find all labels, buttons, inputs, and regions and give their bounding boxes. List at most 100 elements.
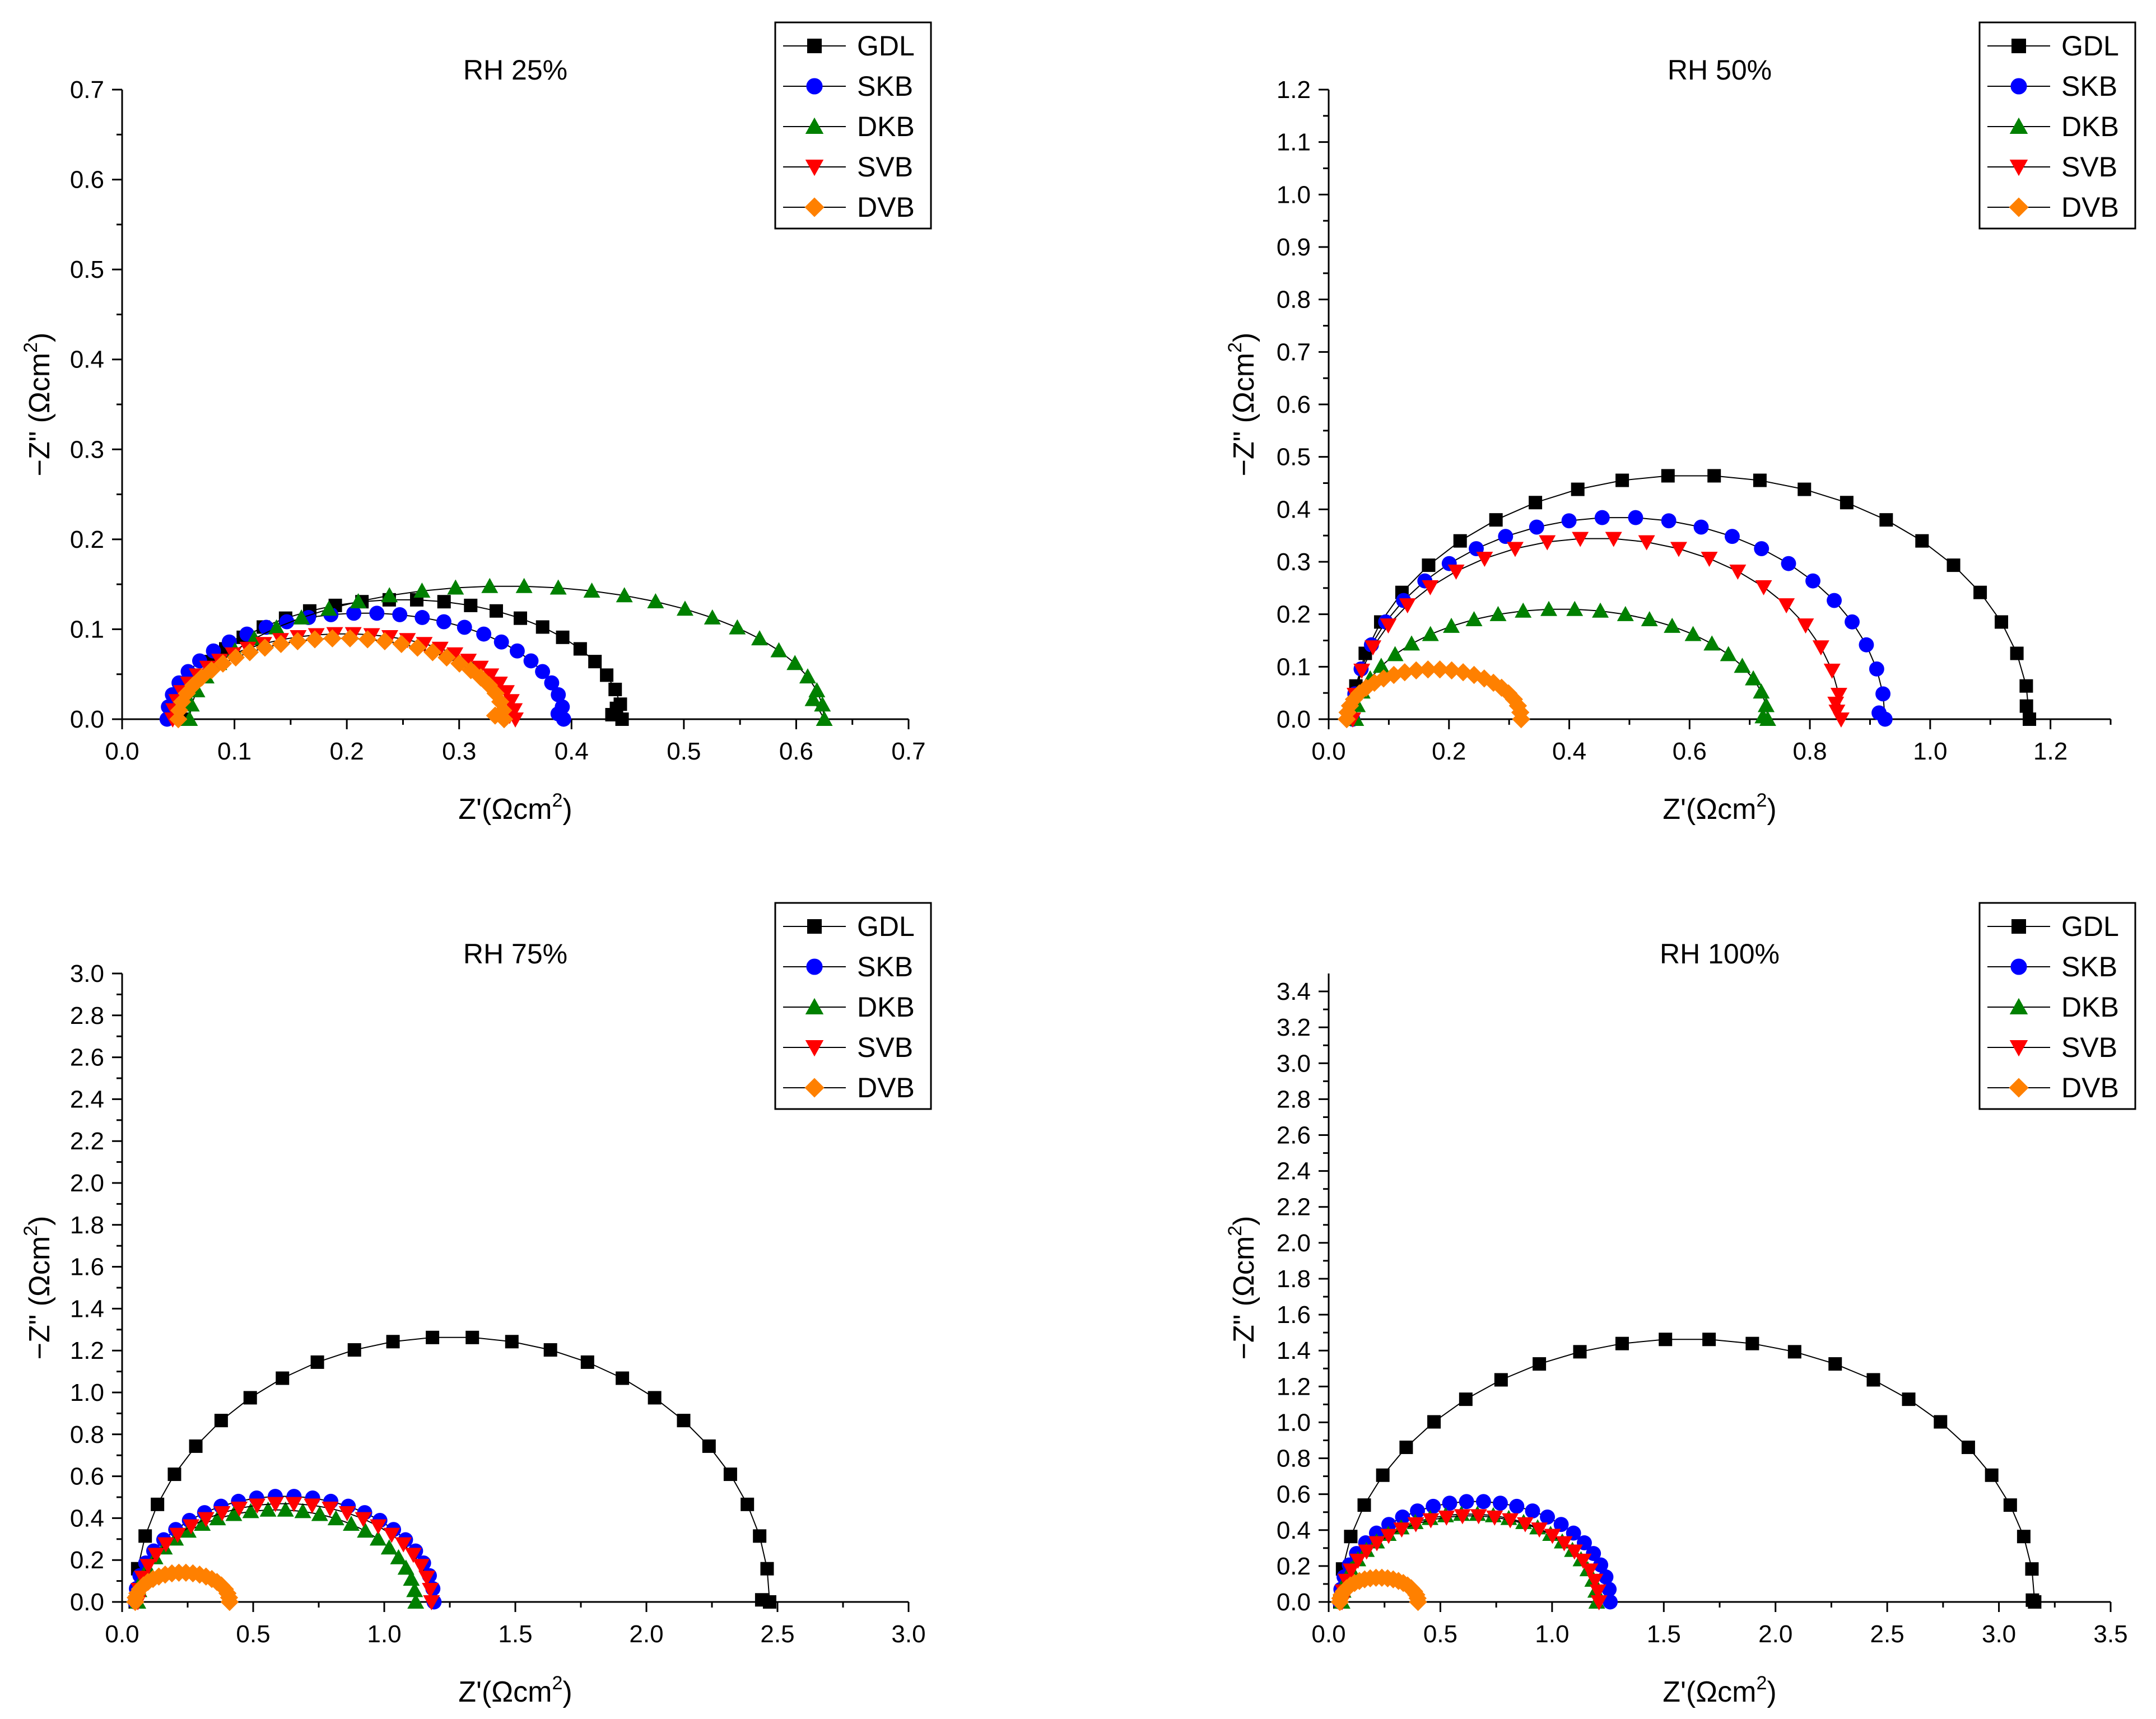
data-point	[1493, 1496, 1508, 1511]
legend-marker	[2010, 78, 2027, 95]
x-tick-label: 2.5	[760, 1620, 794, 1648]
y-tick-label: 1.0	[70, 1379, 104, 1406]
y-tick-label: 1.0	[1277, 1409, 1311, 1436]
data-point	[1590, 1595, 1608, 1610]
data-point	[183, 1519, 200, 1535]
data-point	[1380, 1529, 1398, 1544]
y-tick-label: 0.7	[70, 76, 104, 104]
data-point	[1502, 1513, 1519, 1529]
data-point	[1840, 496, 1854, 510]
data-point	[1701, 552, 1718, 567]
legend-item-svb: SVB	[1987, 151, 2117, 183]
x-tick-label: 0.0	[1311, 738, 1345, 765]
data-point	[395, 1537, 412, 1553]
data-point	[1703, 635, 1721, 651]
legend-item-dvb: DVB	[1987, 192, 2119, 223]
legend-label: DKB	[857, 111, 915, 142]
data-point	[1934, 1415, 1948, 1429]
data-point	[1572, 532, 1589, 547]
x-tick-label: 0.2	[1432, 738, 1466, 765]
chart-title: RH 50%	[1668, 54, 1772, 86]
data-point	[180, 1522, 197, 1538]
y-tick-label: 0.0	[70, 706, 104, 733]
y-tick-label: 2.8	[1277, 1086, 1311, 1113]
legend: GDL SKB DKB SVB DVB	[1978, 902, 2136, 1110]
legend-label: DKB	[2061, 111, 2119, 142]
data-point	[486, 684, 505, 703]
x-tick-label: 0.0	[105, 738, 139, 765]
x-axis-label-main: Z'(Ωcm	[1663, 1676, 1756, 1708]
legend-marker	[2009, 160, 2028, 176]
y-tick-label: 2.0	[70, 1170, 104, 1197]
y-tick-label: 3.4	[1277, 978, 1311, 1005]
data-point	[1830, 687, 1847, 703]
data-point	[184, 676, 203, 695]
y-tick-label: 0.8	[1277, 286, 1311, 314]
data-point	[1516, 1517, 1534, 1532]
data-point	[1638, 535, 1655, 551]
series-dkb	[1347, 600, 1776, 726]
legend-item-dkb: DKB	[783, 111, 915, 142]
data-point	[173, 692, 192, 711]
data-point	[1395, 663, 1414, 682]
data-point	[1419, 660, 1437, 679]
x-axis-label-close: )	[562, 1676, 572, 1708]
legend-marker	[807, 919, 822, 934]
y-tick-label: 0.4	[70, 346, 104, 374]
data-point	[677, 1414, 691, 1428]
legend-item-svb: SVB	[1987, 1032, 2117, 1063]
x-axis-label-sup: 2	[552, 1673, 562, 1694]
data-point	[573, 642, 587, 656]
y-tick-label: 0.7	[1277, 338, 1311, 366]
data-point	[580, 1355, 594, 1369]
data-point	[267, 1497, 284, 1512]
data-point	[169, 1527, 187, 1543]
legend-label: DVB	[2061, 192, 2119, 223]
data-point	[1566, 600, 1584, 616]
chart-panel-4: 0.0 0.5 1.0 1.5 2.0 2.5 3.0 3.5 0.0 0.2 0.4 0.6 0.8 1…	[1224, 902, 2136, 1708]
y-tick-label: 1.1	[1277, 129, 1311, 156]
legend-item-gdl: GDL	[783, 30, 915, 62]
y-axis-label-close: )	[24, 333, 56, 342]
data-point	[491, 676, 508, 692]
legend-marker	[804, 1078, 825, 1098]
x-axis-label-close: )	[562, 793, 572, 826]
data-point	[194, 1516, 211, 1531]
x-tick-label: 0.2	[330, 738, 364, 765]
data-point	[214, 1414, 228, 1428]
data-point	[2025, 1593, 2039, 1607]
data-point	[1553, 1517, 1569, 1532]
data-point	[1399, 1440, 1413, 1454]
y-axis-label: −Z" (Ωcm2)	[1224, 333, 1260, 477]
data-point	[502, 694, 520, 710]
data-point	[472, 668, 490, 687]
legend-item-gdl: GDL	[1987, 911, 2119, 942]
data-point	[460, 654, 477, 669]
data-point	[151, 1497, 165, 1511]
legend-item-dvb: DVB	[783, 1072, 915, 1103]
data-point	[180, 664, 196, 679]
data-point	[1729, 564, 1747, 580]
data-point	[755, 1593, 769, 1607]
y-tick-label: 0.6	[1277, 391, 1311, 418]
data-point	[1498, 529, 1514, 544]
legend-box	[774, 902, 932, 1110]
y-tick-label: 0.0	[70, 1588, 104, 1616]
data-point	[1985, 1468, 1999, 1482]
data-point	[381, 587, 398, 603]
data-point	[1489, 605, 1507, 621]
data-point	[505, 1335, 519, 1349]
data-point	[2017, 1530, 2031, 1544]
data-point	[1812, 640, 1829, 656]
data-point	[816, 711, 833, 726]
data-point	[616, 587, 633, 603]
data-point	[1915, 534, 1929, 548]
x-tick-label: 1.5	[498, 1620, 532, 1648]
data-point	[1525, 1503, 1540, 1519]
data-point	[523, 653, 539, 669]
data-point	[1353, 663, 1371, 679]
legend-marker	[2009, 1040, 2028, 1057]
data-point	[1529, 496, 1543, 510]
